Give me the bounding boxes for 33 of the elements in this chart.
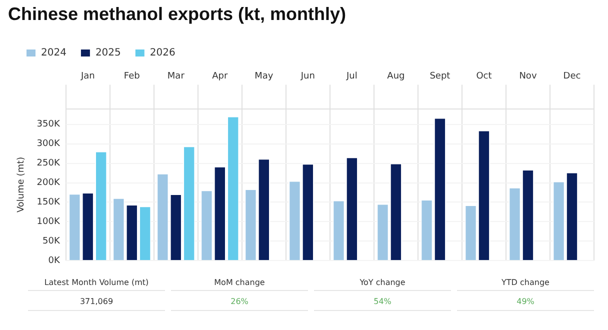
x-tick-label: Dec bbox=[563, 72, 581, 82]
x-tick-label: Mar bbox=[167, 72, 185, 82]
x-tick-label: Jun bbox=[300, 72, 315, 82]
x-tick-label: Apr bbox=[212, 72, 228, 82]
x-tick-label: Feb bbox=[124, 72, 140, 82]
x-tick-label: Jul bbox=[346, 72, 358, 82]
y-tick-label: 350K bbox=[36, 120, 61, 130]
legend-label: 2026 bbox=[150, 48, 176, 59]
y-axis-title: Volume (mt) bbox=[16, 156, 27, 213]
text: 26% bbox=[171, 291, 308, 311]
x-tick-label: Sept bbox=[430, 72, 451, 82]
y-tick-label: 250K bbox=[36, 158, 61, 169]
x-tick-label: Aug bbox=[387, 72, 405, 82]
y-tick-label: 100K bbox=[36, 217, 61, 228]
y-tick-label: 200K bbox=[36, 178, 61, 188]
text: YoY change bbox=[314, 272, 451, 291]
text: 54% bbox=[314, 291, 451, 311]
text: 371,069 bbox=[28, 291, 165, 311]
text: Latest Month Volume (mt) bbox=[28, 272, 165, 291]
text: YTD change bbox=[457, 272, 594, 291]
x-tick-label: Oct bbox=[476, 72, 492, 82]
y-tick-label: 0K bbox=[48, 256, 61, 266]
chart-title: Chinese methanol exports (kt, monthly) bbox=[8, 4, 348, 26]
text: MoM change bbox=[171, 272, 308, 291]
x-tick-label: Nov bbox=[519, 72, 538, 82]
text: 49% bbox=[457, 291, 594, 311]
y-tick-label: 150K bbox=[36, 198, 61, 208]
y-tick-label: 300K bbox=[36, 139, 61, 150]
legend-label: 2025 bbox=[95, 48, 121, 59]
x-tick-label: May bbox=[254, 72, 274, 82]
legend-label: 2024 bbox=[41, 48, 66, 59]
y-tick-label: 50K bbox=[42, 236, 61, 246]
x-tick-label: Jan bbox=[80, 72, 95, 82]
